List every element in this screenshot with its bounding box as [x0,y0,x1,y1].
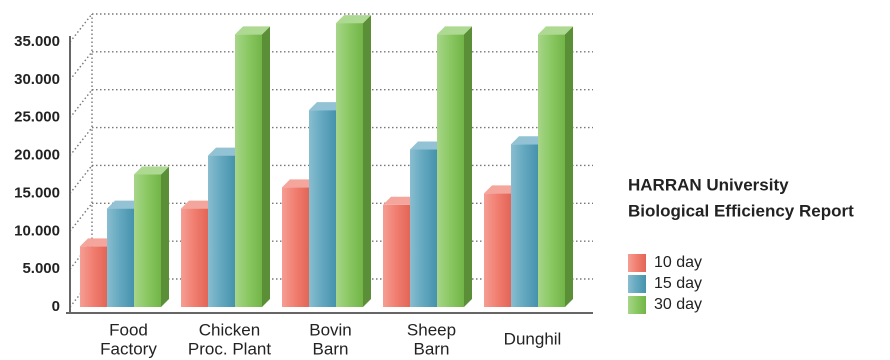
y-tick-label: 30.000 [14,71,60,88]
bar-top [437,26,472,35]
bar-side [464,26,472,308]
bar-side [161,166,169,307]
bar [208,155,235,307]
x-tick-label: Chicken [199,320,260,339]
bar [538,34,565,308]
bar [336,23,363,307]
y-tick-label: 10.000 [14,222,60,239]
x-tick-label: Bovin [309,320,352,339]
bar [80,246,107,307]
bar-top [336,15,371,24]
legend-swatch [628,275,646,293]
bar [383,204,410,307]
x-tick-label: Food [109,320,148,339]
y-tick-label: 15.000 [14,184,60,201]
x-tick-label: Sheep [407,320,456,339]
x-tick-label: Proc. Plant [188,339,271,358]
back-wall [70,8,92,307]
x-tick-label: Barn [313,339,349,358]
y-tick-label: 25.000 [14,109,60,126]
bar [309,110,336,308]
chart-title: HARRAN University [628,175,789,194]
x-tick-label: Factory [100,339,157,358]
y-tick-label: 20.000 [14,147,60,164]
y-tick-label: 5.000 [22,260,60,277]
bar-side [363,15,371,307]
bar [235,34,262,308]
legend-label: 30 day [654,296,702,313]
x-tick-label: Barn [414,339,450,358]
legend-label: 15 day [654,275,702,292]
bar-top [309,102,344,111]
bar-top [511,136,546,145]
bar-side [565,26,573,308]
x-tick-label: Dunghil [504,329,562,348]
bar-top [235,26,270,35]
bar [511,144,538,307]
legend-label: 10 day [654,254,702,271]
bar-top [134,166,169,175]
y-tick-label: 0 [52,298,60,315]
bar-top [484,185,519,194]
bar-top [80,238,115,247]
bar-side [262,26,270,308]
bar-top [538,26,573,35]
bar-top [208,147,243,156]
legend-swatch [628,296,646,314]
legend-swatch [628,254,646,272]
y-tick-label: 35.000 [14,33,60,50]
chart-subtitle: Biological Efficiency Report [628,201,854,220]
bar-top [181,200,216,209]
bar [282,187,309,307]
bar-top [383,196,418,205]
bar [107,208,134,307]
bar [484,193,511,307]
bar-top [107,200,142,209]
bar [410,149,437,307]
bar-top [282,179,317,188]
bar [437,34,464,308]
bar-top [410,141,445,150]
bar [134,174,161,307]
bar [181,208,208,307]
